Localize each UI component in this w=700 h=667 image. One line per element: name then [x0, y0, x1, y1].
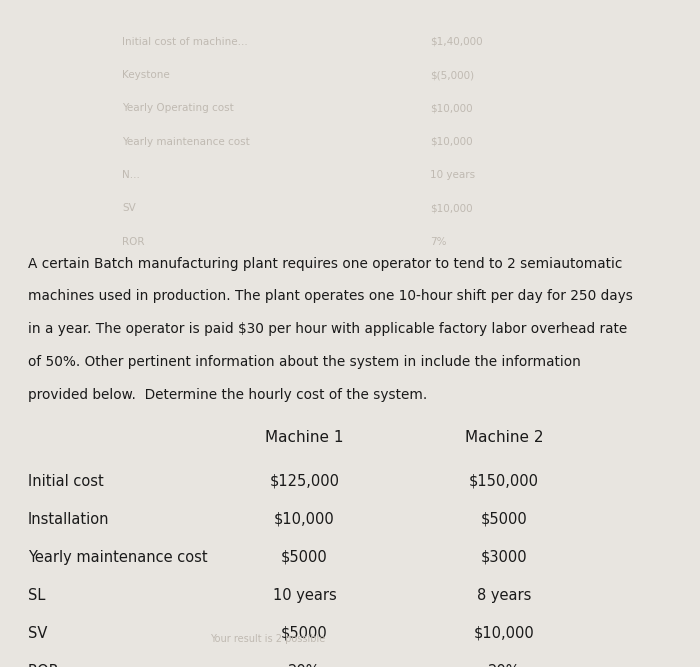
Text: 10 years: 10 years	[272, 588, 337, 602]
Text: 7%: 7%	[430, 237, 447, 247]
Text: $1,40,000: $1,40,000	[430, 37, 483, 47]
Text: N...: N...	[122, 170, 141, 180]
Text: $150,000: $150,000	[469, 474, 539, 488]
Text: Yearly maintenance cost: Yearly maintenance cost	[28, 550, 208, 564]
Text: Machine 2: Machine 2	[465, 430, 543, 445]
Text: 20%: 20%	[488, 664, 520, 667]
Text: $10,000: $10,000	[274, 512, 335, 526]
Text: $5000: $5000	[281, 626, 328, 640]
Text: $10,000: $10,000	[474, 626, 534, 640]
Text: $10,000: $10,000	[430, 103, 473, 113]
Text: Machine 1: Machine 1	[265, 430, 344, 445]
Text: SV: SV	[28, 626, 48, 640]
Text: Your result is 2 possible: Your result is 2 possible	[210, 634, 326, 644]
Text: Initial cost: Initial cost	[28, 474, 104, 488]
Text: 20%: 20%	[288, 664, 321, 667]
Text: machines used in production. The plant operates one 10-hour shift per day for 25: machines used in production. The plant o…	[28, 289, 633, 303]
Text: ROR: ROR	[122, 237, 145, 247]
Text: A certain Batch manufacturing plant requires one operator to tend to 2 semiautom: A certain Batch manufacturing plant requ…	[28, 257, 622, 271]
Text: $5000: $5000	[481, 512, 527, 526]
Text: $5000: $5000	[281, 550, 328, 564]
Text: Initial cost of machine...: Initial cost of machine...	[122, 37, 248, 47]
Text: of 50%. Other pertinent information about the system in include the information: of 50%. Other pertinent information abou…	[28, 355, 581, 369]
Text: $10,000: $10,000	[430, 137, 473, 147]
Text: ROR: ROR	[28, 664, 60, 667]
Text: Keystone: Keystone	[122, 70, 170, 80]
Text: Installation: Installation	[28, 512, 109, 526]
Text: 8 years: 8 years	[477, 588, 531, 602]
Text: $(5,000): $(5,000)	[430, 70, 475, 80]
Text: Yearly maintenance cost: Yearly maintenance cost	[122, 137, 251, 147]
Text: $125,000: $125,000	[270, 474, 340, 488]
Text: SL: SL	[28, 588, 46, 602]
Text: $3000: $3000	[481, 550, 527, 564]
Text: in a year. The operator is paid $30 per hour with applicable factory labor overh: in a year. The operator is paid $30 per …	[28, 322, 627, 336]
Text: provided below.  Determine the hourly cost of the system.: provided below. Determine the hourly cos…	[28, 388, 427, 402]
Text: 10 years: 10 years	[430, 170, 475, 180]
Text: $10,000: $10,000	[430, 203, 473, 213]
Text: Yearly Operating cost: Yearly Operating cost	[122, 103, 234, 113]
Text: SV: SV	[122, 203, 136, 213]
